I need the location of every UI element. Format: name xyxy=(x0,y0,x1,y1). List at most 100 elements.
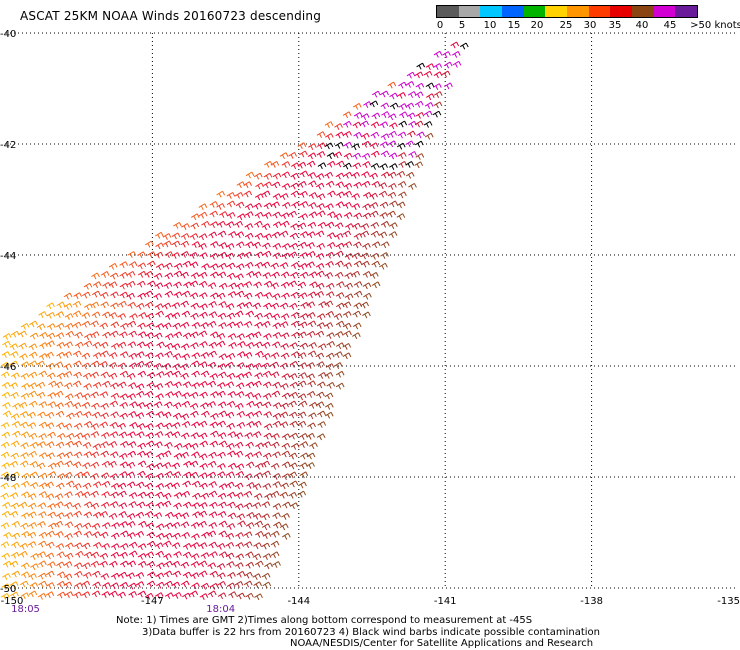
wind-barb xyxy=(280,402,289,410)
wind-barb xyxy=(306,242,315,249)
wind-barb xyxy=(210,241,219,248)
wind-barb xyxy=(243,580,253,588)
wind-barb xyxy=(46,452,55,460)
legend-swatch xyxy=(653,6,676,17)
wind-barb xyxy=(83,451,93,459)
wind-barb xyxy=(433,50,443,58)
wind-barb xyxy=(128,501,138,508)
wind-barb xyxy=(56,301,66,309)
wind-barb xyxy=(190,410,199,418)
wind-barb xyxy=(255,530,264,538)
wind-barb xyxy=(262,242,271,250)
wind-barb xyxy=(234,402,244,410)
wind-barb xyxy=(210,271,219,279)
wind-barb xyxy=(20,372,30,380)
wind-barb xyxy=(235,391,245,398)
wind-barb xyxy=(245,551,254,559)
wind-barb xyxy=(235,470,245,478)
wind-barb xyxy=(92,381,102,389)
wind-barb xyxy=(316,391,325,399)
wind-barb xyxy=(261,223,271,231)
wind-barb xyxy=(27,531,37,539)
wind-barb xyxy=(252,331,262,339)
wind-barb xyxy=(91,531,101,539)
wind-barb xyxy=(84,303,93,311)
wind-barb xyxy=(317,421,327,428)
wind-barb xyxy=(73,530,82,538)
wind-barb xyxy=(363,292,372,300)
wind-barb xyxy=(280,220,290,228)
wind-barb xyxy=(163,560,173,568)
wind-barb xyxy=(11,520,21,528)
wind-barb xyxy=(227,431,237,439)
wind-barb xyxy=(209,210,219,218)
wind-barb xyxy=(137,450,146,458)
wind-barb xyxy=(217,463,226,470)
wind-barb xyxy=(253,542,262,550)
wind-barb xyxy=(226,312,236,320)
wind-barb xyxy=(334,351,343,359)
wind-barb xyxy=(162,302,172,310)
wind-barb xyxy=(199,463,209,470)
wind-barb xyxy=(20,580,29,588)
wind-barb xyxy=(217,420,226,428)
wind-barb xyxy=(190,572,200,580)
wind-barb xyxy=(38,482,48,490)
wind-barb xyxy=(173,551,182,558)
wind-barb xyxy=(46,311,56,319)
wind-barb xyxy=(47,511,57,519)
wind-barb xyxy=(336,281,345,289)
wind-barb xyxy=(335,131,345,139)
wind-barb xyxy=(29,481,39,489)
wind-barb xyxy=(55,441,65,449)
wind-barb xyxy=(118,502,128,510)
wind-barb xyxy=(119,351,129,359)
wind-barb xyxy=(398,103,408,110)
wind-barb xyxy=(82,562,91,570)
wind-barb xyxy=(0,371,10,379)
wind-barb xyxy=(343,212,353,219)
wind-barb xyxy=(252,502,262,509)
wind-barb xyxy=(405,171,415,179)
wind-barb xyxy=(37,592,47,600)
wind-barb xyxy=(207,320,217,328)
wind-barb xyxy=(64,341,74,349)
wind-barb xyxy=(243,320,253,328)
wind-barb xyxy=(74,542,83,550)
wind-barb xyxy=(234,580,244,588)
wind-barb xyxy=(299,201,309,208)
wind-barb xyxy=(64,460,73,468)
wind-barb xyxy=(92,341,101,349)
wind-barb xyxy=(102,582,111,589)
wind-barb xyxy=(127,450,137,458)
wind-barb xyxy=(272,451,281,459)
wind-barb xyxy=(191,322,201,329)
wind-barb xyxy=(307,221,317,229)
wind-barb xyxy=(261,542,271,550)
wind-barb xyxy=(182,260,192,268)
wind-barb xyxy=(56,571,66,579)
wind-barb xyxy=(234,191,244,199)
wind-barb xyxy=(317,343,327,351)
wind-barb xyxy=(306,160,316,168)
wind-barb xyxy=(344,293,354,301)
wind-barb xyxy=(326,232,336,240)
wind-barb xyxy=(54,520,64,528)
wind-barb xyxy=(38,421,48,429)
wind-barb xyxy=(235,241,245,249)
wind-barb xyxy=(109,590,118,598)
wind-barb xyxy=(27,422,37,429)
wind-barb xyxy=(272,412,282,420)
wind-barb xyxy=(262,272,272,279)
wind-barb xyxy=(164,522,173,530)
wind-barb xyxy=(180,240,190,248)
wind-barb xyxy=(279,421,289,429)
wind-barb xyxy=(135,581,145,588)
wind-barb xyxy=(73,422,83,430)
wind-barb xyxy=(29,582,39,589)
wind-barb xyxy=(324,322,334,329)
wind-barb xyxy=(234,450,244,458)
wind-barb xyxy=(28,343,38,351)
wind-barb xyxy=(109,501,119,508)
wind-barb xyxy=(324,402,334,410)
